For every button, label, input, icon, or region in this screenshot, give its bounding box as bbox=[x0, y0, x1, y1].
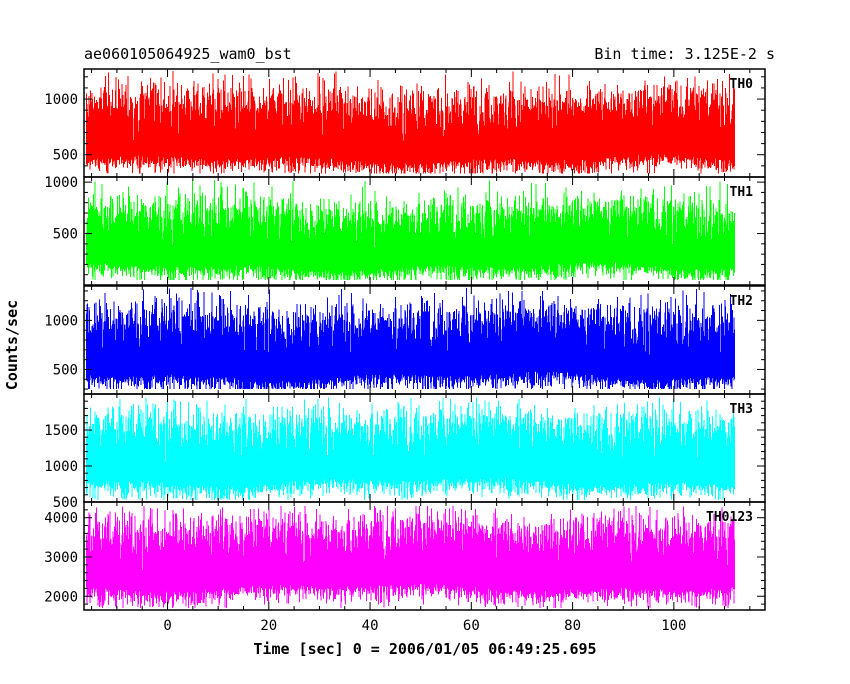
x-tick-label: 40 bbox=[362, 618, 379, 634]
x-tick-label: 60 bbox=[463, 618, 480, 634]
panel-frame bbox=[83, 501, 766, 611]
series-label-th0: TH0 bbox=[730, 77, 754, 92]
y-tick-label: 1000 bbox=[44, 92, 78, 108]
series-trace-th3 bbox=[86, 397, 735, 500]
series-label-th0123: TH0123 bbox=[706, 510, 753, 525]
panels-group: 5001000TH05001000TH15001000TH25001000150… bbox=[44, 68, 766, 634]
series-label-th1: TH1 bbox=[730, 185, 754, 200]
x-axis-label: Time [sec] 0 = 2006/01/05 06:49:25.695 bbox=[253, 640, 596, 658]
y-tick-label: 500 bbox=[53, 148, 78, 164]
x-tick-label: 100 bbox=[661, 618, 686, 634]
series-trace-th1 bbox=[86, 180, 735, 280]
plot-title: ae060105064925_wam0_bst bbox=[84, 45, 292, 63]
panel-th2: 500 1000 TH2 bbox=[44, 285, 766, 395]
x-tick-label: 0 bbox=[163, 618, 171, 634]
x-tick-label: 20 bbox=[260, 618, 277, 634]
y-tick-label: 1000 bbox=[44, 459, 78, 475]
y-tick-label: 500 bbox=[53, 495, 78, 511]
panel-th1: 500 1000 TH1 bbox=[44, 175, 766, 286]
y-tick-label: 4000 bbox=[44, 511, 78, 527]
y-tick-label: 2000 bbox=[44, 589, 78, 605]
series-trace-th0123 bbox=[86, 505, 735, 608]
panel-th3: 500 1000 1500 TH3 bbox=[44, 393, 766, 511]
series-trace-th0 bbox=[86, 71, 735, 174]
series-label-th2: TH2 bbox=[730, 294, 753, 309]
bin-time-label: Bin time: 3.125E-2 s bbox=[594, 45, 775, 63]
x-tick-label: 80 bbox=[564, 618, 581, 634]
y-axis-label: Counts/sec bbox=[3, 300, 21, 390]
panel-th0: 500 1000 TH0 bbox=[44, 68, 766, 178]
series-label-th3: TH3 bbox=[730, 402, 753, 417]
y-tick-label: 500 bbox=[53, 362, 78, 378]
panel-th0123: 2000 3000 4000 TH0123 bbox=[44, 501, 766, 611]
y-tick-label: 1500 bbox=[44, 423, 78, 439]
y-tick-label: 1000 bbox=[44, 313, 78, 329]
panel-frame bbox=[83, 176, 766, 286]
series-trace-th2 bbox=[86, 288, 735, 390]
y-tick-label: 1000 bbox=[44, 175, 78, 191]
y-tick-label: 500 bbox=[53, 227, 78, 243]
y-tick-label: 3000 bbox=[44, 550, 78, 566]
